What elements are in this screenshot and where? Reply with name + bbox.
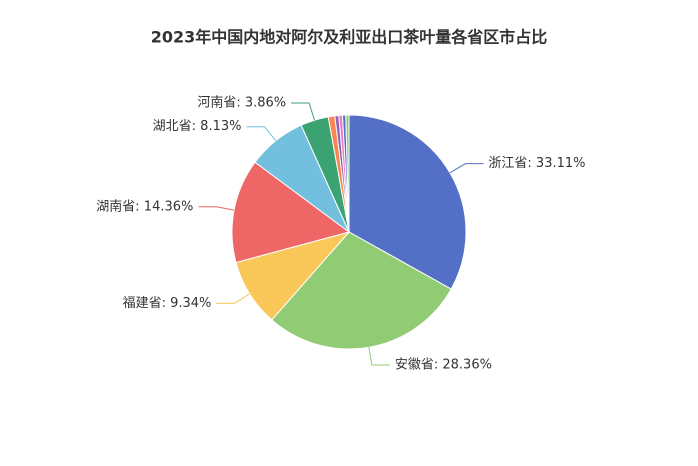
data-label: 湖南省: 14.36% (96, 198, 193, 214)
data-label: 安徽省: 28.36% (395, 358, 492, 373)
leader-line (291, 102, 315, 121)
leader-line (449, 163, 484, 174)
data-label: 浙江省: 33.11% (488, 156, 585, 171)
leader-line (246, 126, 277, 142)
data-label: 湖北省: 8.13% (153, 119, 242, 134)
leader-line (198, 206, 235, 211)
chart-title: 2023年中国内地对阿尔及利亚出口茶叶量各省区市占比 (151, 28, 548, 47)
leader-line (368, 347, 390, 366)
pie-slice (348, 114, 467, 290)
data-label: 河南省: 3.86% (197, 95, 286, 111)
pie-slice (345, 114, 350, 233)
leader-line (216, 293, 250, 304)
data-label: 福建省: 9.34% (123, 296, 212, 311)
